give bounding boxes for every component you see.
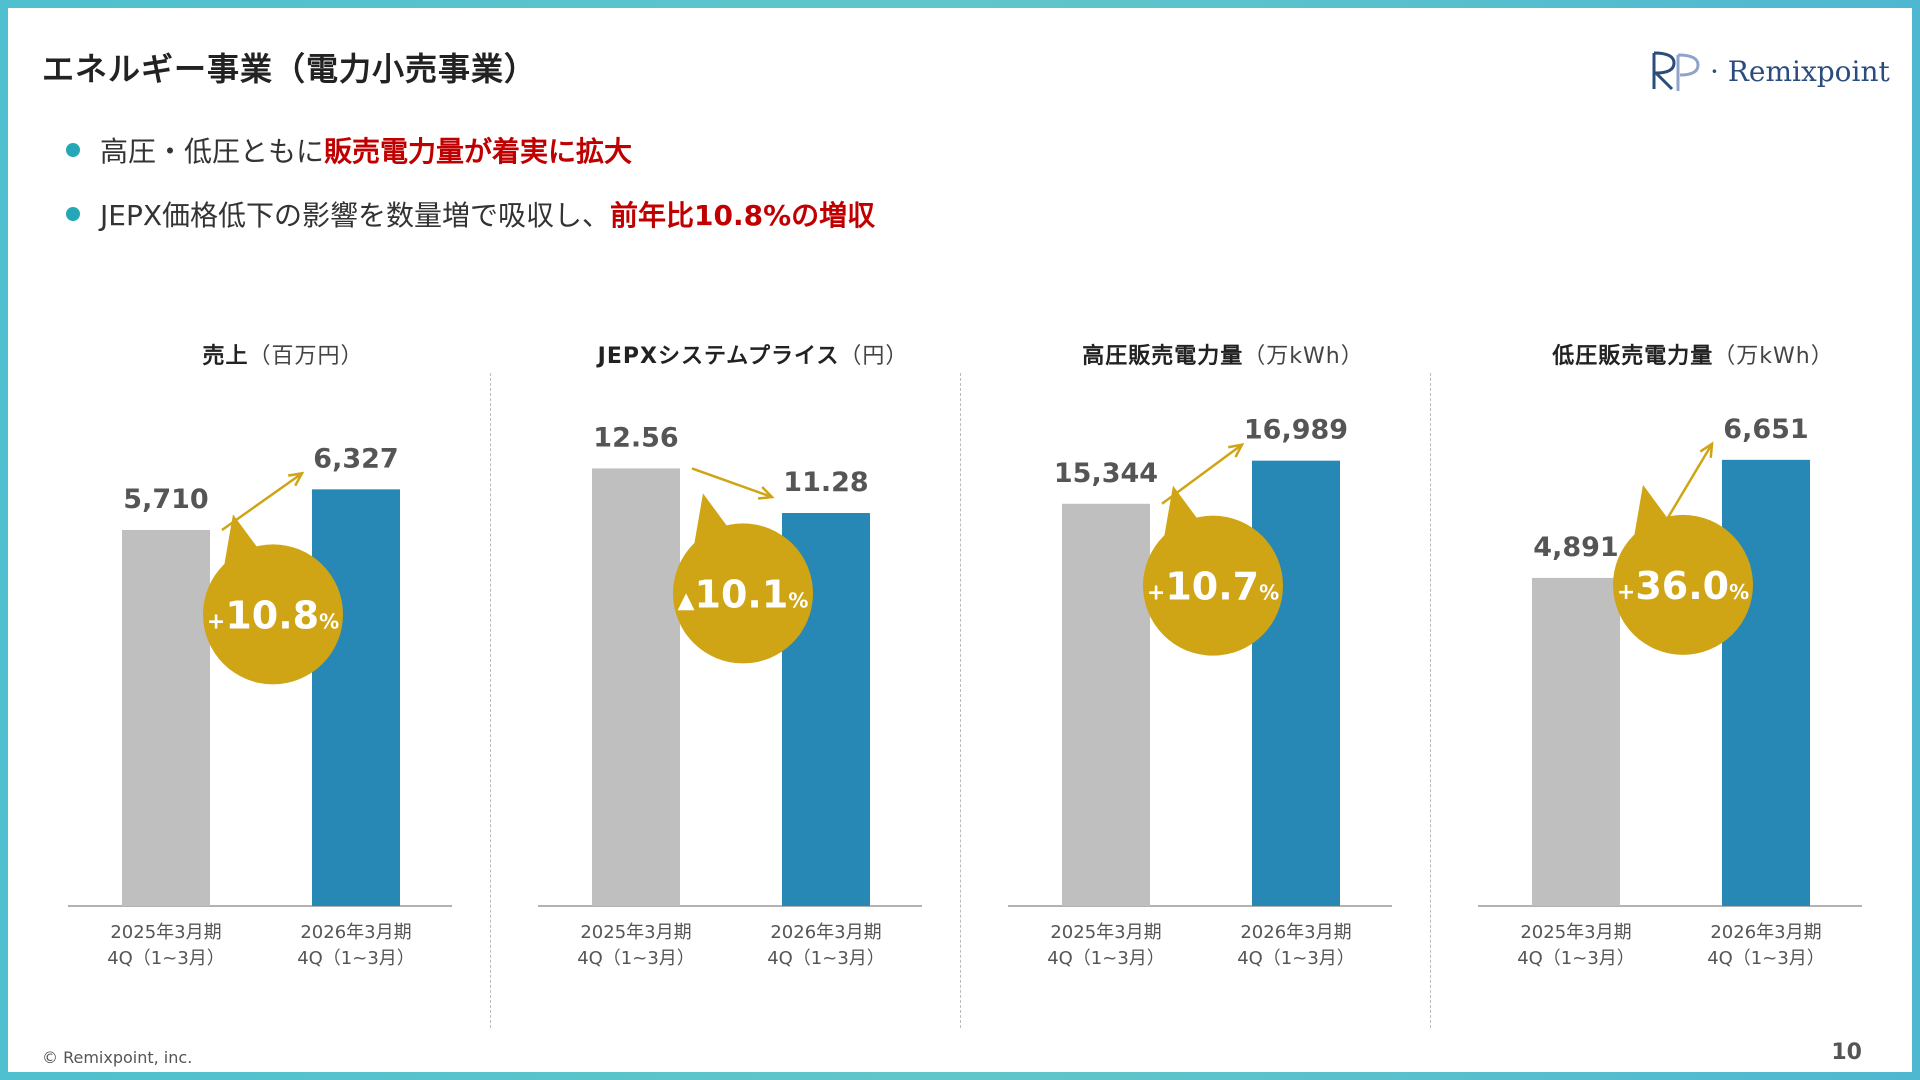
- change-bubble: +10.8%: [203, 514, 343, 685]
- chart-svg: 15,344 2025年3月期 4Q（1~3月） 16,989 2026年3月期 4Q（1…: [1008, 415, 1392, 969]
- change-label: +10.8%: [207, 593, 339, 637]
- rp-logo-icon: [1652, 51, 1700, 91]
- category-label: 4Q（1~3月）: [297, 948, 415, 969]
- bar-current-year: [312, 489, 400, 906]
- bar-previous-year: [1532, 577, 1620, 906]
- panel-divider: [1430, 373, 1431, 1028]
- bar-previous-year: [1062, 503, 1150, 906]
- arrow-head-icon: [287, 471, 305, 487]
- bullet-1: 高圧・低圧ともに 販売電力量が着実に拡大: [66, 130, 632, 170]
- bullet-dot-icon: [66, 143, 80, 157]
- chart-svg: 12.56 2025年3月期 4Q（1~3月） 11.28 2026年3月期 4Q（1~3…: [538, 422, 922, 969]
- category-label: 2026年3月期: [1240, 922, 1351, 943]
- category-label: 4Q（1~3月）: [1707, 948, 1825, 969]
- bubble-tail: [223, 514, 261, 573]
- category-label: 2026年3月期: [770, 922, 881, 943]
- bar-current-year: [1722, 459, 1810, 906]
- bullet-dot-icon: [66, 207, 80, 221]
- category-label: 4Q（1~3月）: [107, 948, 225, 969]
- bullet-2-highlight: 前年比10.8%の増収: [610, 199, 876, 232]
- category-label: 4Q（1~3月）: [1047, 948, 1165, 969]
- bubble-tail: [1633, 484, 1671, 543]
- change-bubble: +36.0%: [1613, 484, 1753, 655]
- chart-title: 売上（百万円）: [48, 338, 518, 370]
- page-number: 10: [1831, 1040, 1862, 1065]
- arrow-head-icon: [1699, 441, 1714, 458]
- data-label: 15,344: [1054, 458, 1158, 489]
- bar-previous-year: [592, 468, 680, 906]
- category-label: 2025年3月期: [1520, 922, 1631, 943]
- category-label: 2026年3月期: [300, 922, 411, 943]
- data-label: 12.56: [593, 422, 678, 453]
- bubble-tail: [693, 493, 731, 552]
- trend-arrow: [691, 467, 773, 499]
- arrow-head-icon: [1228, 442, 1245, 458]
- bar-previous-year: [122, 529, 210, 906]
- panel-divider: [960, 373, 961, 1028]
- slide: エネルギー事業（電力小売事業） · Remixpoint 高圧・低圧ともに 販売電…: [8, 8, 1912, 1072]
- chart-title-unit: （百万円）: [248, 344, 364, 369]
- page-title: エネルギー事業（電力小売事業）: [42, 50, 538, 88]
- category-label: 2025年3月期: [1050, 922, 1161, 943]
- chart-svg: 5,710 2025年3月期 4Q（1~3月） 6,327 2026年3月期 4Q（1~3…: [68, 443, 452, 969]
- panel-divider: [490, 373, 491, 1028]
- chart-title-main: 低圧販売電力量: [1552, 344, 1714, 369]
- bubble-circle: [673, 523, 813, 664]
- chart-title-main: 売上: [202, 344, 249, 369]
- change-bubble: +10.7%: [1143, 485, 1283, 656]
- chart-title-unit: （万kWh）: [1713, 344, 1834, 369]
- chart-title-main: 高圧販売電力量: [1082, 344, 1244, 369]
- chart-sales: 売上（百万円） 5,710 2025年3月期 4Q（1~3月） 6,327 2026年3…: [48, 328, 518, 1028]
- arrow-head-icon: [757, 486, 775, 500]
- chart-jepx-price: JEPXシステムプライス（円） 12.56 2025年3月期 4Q（1~3月） 11.…: [518, 328, 988, 1028]
- chart-title: 低圧販売電力量（万kWh）: [1458, 338, 1920, 370]
- bullet-1-text: 高圧・低圧ともに: [100, 135, 325, 168]
- category-label: 4Q（1~3月）: [1237, 948, 1355, 969]
- chart-title: JEPXシステムプライス（円）: [518, 338, 988, 370]
- data-label: 16,989: [1244, 415, 1348, 446]
- chart-title-main: JEPXシステムプライス: [597, 344, 840, 369]
- category-label: 2026年3月期: [1710, 922, 1821, 943]
- category-label: 4Q（1~3月）: [767, 948, 885, 969]
- chart-title: 高圧販売電力量（万kWh）: [988, 338, 1458, 370]
- chart-title-unit: （円）: [839, 344, 909, 369]
- category-label: 4Q（1~3月）: [1517, 948, 1635, 969]
- chart-low-voltage: 低圧販売電力量（万kWh） 4,891 2025年3月期 4Q（1~3月） 6,651…: [1458, 328, 1920, 1028]
- chart-title-unit: （万kWh）: [1243, 344, 1364, 369]
- bullet-2-text: JEPX価格低下の影響を数量増で吸収し、: [100, 199, 611, 232]
- logo-text: · Remixpoint: [1710, 54, 1890, 88]
- data-label: 5,710: [123, 484, 208, 515]
- company-logo: · Remixpoint: [1648, 44, 1890, 98]
- bubble-circle: [1143, 515, 1283, 656]
- bullet-2: JEPX価格低下の影響を数量増で吸収し、 前年比10.8%の増収: [66, 194, 875, 234]
- change-label: ▲10.1%: [678, 572, 809, 616]
- chart-svg: 4,891 2025年3月期 4Q（1~3月） 6,651 2026年3月期 4Q（1~3…: [1478, 414, 1862, 969]
- change-label: +10.7%: [1147, 565, 1279, 609]
- change-bubble: ▲10.1%: [673, 493, 813, 664]
- data-label: 11.28: [783, 467, 868, 498]
- bubble-tail: [1163, 485, 1201, 544]
- copyright: © Remixpoint, inc.: [42, 1048, 193, 1067]
- change-label: +36.0%: [1617, 564, 1749, 608]
- category-label: 2025年3月期: [110, 922, 221, 943]
- bubble-circle: [1613, 514, 1753, 655]
- bar-current-year: [1252, 460, 1340, 906]
- data-label: 6,651: [1723, 414, 1808, 445]
- category-label: 2025年3月期: [580, 922, 691, 943]
- data-label: 4,891: [1533, 532, 1618, 563]
- category-label: 4Q（1~3月）: [577, 948, 695, 969]
- bubble-circle: [203, 544, 343, 685]
- bullet-1-highlight: 販売電力量が着実に拡大: [324, 135, 633, 168]
- data-label: 6,327: [313, 443, 398, 474]
- chart-high-voltage: 高圧販売電力量（万kWh） 15,344 2025年3月期 4Q（1~3月） 16,9…: [988, 328, 1458, 1028]
